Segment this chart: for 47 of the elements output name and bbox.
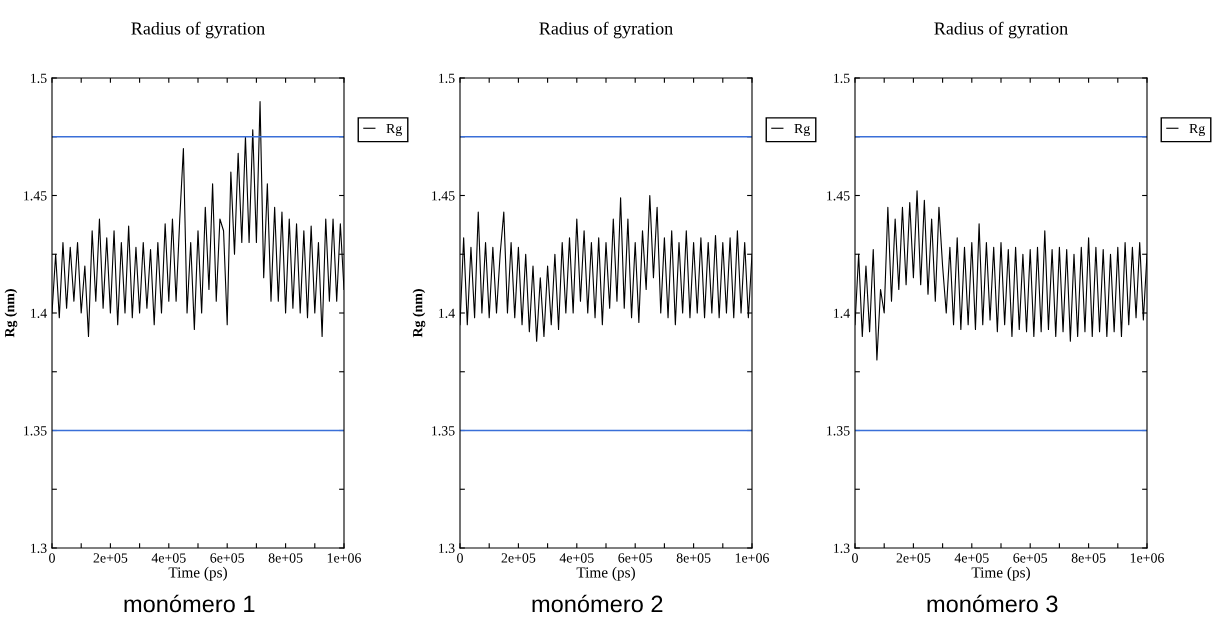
x-tick-label: 1e+06: [327, 553, 361, 563]
x-tick-label: 0: [49, 553, 55, 563]
x-tick-label: 8e+05: [676, 553, 711, 563]
x-tick-label: 1e+06: [735, 553, 769, 563]
chart-title: Radius of gyration: [539, 21, 673, 39]
y-tick-label: 1.5: [439, 73, 455, 84]
x-tick-label: 4e+05: [954, 553, 989, 563]
x-tick-label: 6e+05: [210, 553, 245, 563]
text: monómero 1: [124, 594, 255, 613]
x-tick-label: 1e+06: [1130, 553, 1164, 563]
x-tick-label: 4e+05: [151, 553, 186, 563]
chart-title: Radius of gyration: [131, 21, 265, 39]
x-axis-title: Time (ps): [971, 566, 1030, 581]
y-axis-title: Rg (nm): [4, 289, 18, 338]
legend-label: Rg: [794, 124, 810, 137]
text: monómero 3: [927, 594, 1058, 613]
x-tick-label: 0: [457, 553, 463, 563]
y-tick-label: 1.45: [24, 191, 47, 201]
legend-label: Rg: [386, 124, 402, 137]
y-tick-label: 1.3: [31, 543, 47, 554]
x-axis-title: Time (ps): [168, 566, 227, 581]
x-tick-label: 6e+05: [1013, 553, 1048, 563]
y-tick-label: 1.4: [31, 308, 47, 319]
y-tick-label: 1.45: [432, 191, 455, 201]
x-tick-label: 2e+05: [501, 553, 536, 563]
x-tick-label: 6e+05: [618, 553, 653, 563]
x-tick-label: 8e+05: [268, 553, 303, 563]
text: monómero 2: [532, 594, 663, 613]
y-tick-label: 1.45: [827, 191, 850, 201]
y-tick-label: 1.35: [24, 426, 47, 436]
x-axis-title: Time (ps): [576, 566, 635, 581]
y-tick-label: 1.5: [31, 73, 47, 84]
x-tick-label: 0: [852, 553, 858, 563]
y-tick-label: 1.3: [439, 543, 455, 554]
x-tick-label: 2e+05: [93, 553, 128, 563]
y-tick-label: 1.4: [834, 308, 850, 319]
y-tick-label: 1.35: [827, 426, 850, 436]
y-tick-label: 1.5: [834, 73, 850, 84]
y-tick-label: 1.3: [834, 543, 850, 554]
y-tick-label: 1.35: [432, 426, 455, 436]
x-tick-label: 4e+05: [559, 553, 594, 563]
chart-title: Radius of gyration: [934, 21, 1068, 39]
y-axis-title: Rg (nm): [412, 289, 426, 338]
x-tick-label: 2e+05: [896, 553, 931, 563]
y-tick-label: 1.4: [439, 308, 455, 319]
legend-label: Rg: [1189, 124, 1205, 137]
x-tick-label: 8e+05: [1071, 553, 1106, 563]
